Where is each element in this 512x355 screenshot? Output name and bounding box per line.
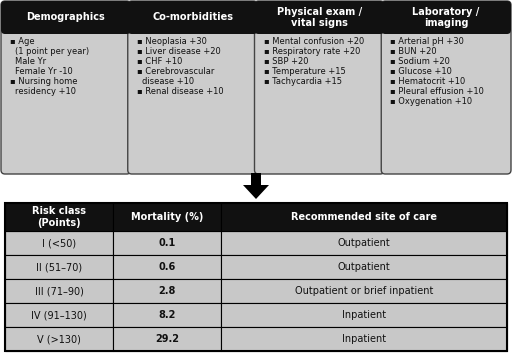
Text: ▪ Glucose +10: ▪ Glucose +10 [390, 67, 452, 76]
Text: III (71–90): III (71–90) [34, 286, 83, 296]
Bar [5, 327, 113, 351]
Polygon shape [243, 185, 269, 199]
Text: 0.1: 0.1 [158, 238, 176, 248]
Text: (1 point per year): (1 point per year) [15, 47, 89, 56]
Text: Co-morbidities: Co-morbidities [152, 12, 233, 22]
FancyBboxPatch shape [381, 1, 511, 34]
Text: Physical exam /
vital signs: Physical exam / vital signs [277, 7, 362, 28]
Text: Male Yr: Male Yr [15, 57, 46, 66]
Text: Female Yr -10: Female Yr -10 [15, 67, 73, 76]
FancyBboxPatch shape [1, 1, 131, 34]
Bar [132, 17, 253, 30]
Text: I (<50): I (<50) [42, 238, 76, 248]
Text: ▪ SBP +20: ▪ SBP +20 [264, 57, 308, 66]
Text: ▪ Pleural effusion +10: ▪ Pleural effusion +10 [390, 87, 484, 96]
Bar [221, 327, 507, 351]
Text: Recommended site of care: Recommended site of care [291, 212, 437, 222]
Bar [221, 255, 507, 279]
Text: Risk class
(Points): Risk class (Points) [32, 206, 86, 228]
Bar [113, 255, 221, 279]
Text: ▪ Mental confusion +20: ▪ Mental confusion +20 [264, 37, 364, 46]
Text: ▪ Cerebrovascular: ▪ Cerebrovascular [137, 67, 214, 76]
FancyBboxPatch shape [254, 1, 384, 174]
Text: Inpatient: Inpatient [342, 334, 386, 344]
Text: V (>130): V (>130) [37, 334, 81, 344]
Bar [113, 279, 221, 303]
Bar [5, 255, 113, 279]
FancyBboxPatch shape [128, 1, 258, 34]
Text: ▪ Arterial pH +30: ▪ Arterial pH +30 [390, 37, 464, 46]
Text: residency +10: residency +10 [15, 87, 76, 96]
FancyBboxPatch shape [1, 1, 131, 174]
Text: II (51–70): II (51–70) [36, 262, 82, 272]
Text: Inpatient: Inpatient [342, 310, 386, 320]
Text: 8.2: 8.2 [158, 310, 176, 320]
Bar [259, 17, 380, 30]
Text: Laboratory /
imaging: Laboratory / imaging [413, 7, 480, 28]
Text: ▪ Renal disease +10: ▪ Renal disease +10 [137, 87, 223, 96]
Bar [113, 303, 221, 327]
Text: ▪ Sodium +20: ▪ Sodium +20 [390, 57, 450, 66]
Bar [5, 203, 113, 231]
Text: ▪ BUN +20: ▪ BUN +20 [390, 47, 437, 56]
Text: IV (91–130): IV (91–130) [31, 310, 87, 320]
Bar [113, 203, 221, 231]
Bar [221, 279, 507, 303]
Bar [113, 327, 221, 351]
Text: Outpatient: Outpatient [337, 238, 390, 248]
Bar [251, 173, 261, 189]
Text: Mortality (%): Mortality (%) [131, 212, 203, 222]
Bar [113, 231, 221, 255]
Bar [221, 203, 507, 231]
Bar [221, 231, 507, 255]
FancyBboxPatch shape [128, 1, 258, 174]
Text: ▪ Oxygenation +10: ▪ Oxygenation +10 [390, 97, 473, 106]
Text: ▪ Temperature +15: ▪ Temperature +15 [264, 67, 345, 76]
Text: ▪ Age: ▪ Age [10, 37, 35, 46]
Text: ▪ Tachycardia +15: ▪ Tachycardia +15 [264, 77, 342, 86]
Text: ▪ Neoplasia +30: ▪ Neoplasia +30 [137, 37, 207, 46]
Bar [5, 17, 127, 30]
Text: 2.8: 2.8 [158, 286, 176, 296]
Bar [5, 203, 507, 351]
Text: disease +10: disease +10 [142, 77, 194, 86]
Text: ▪ CHF +10: ▪ CHF +10 [137, 57, 182, 66]
Text: Outpatient: Outpatient [337, 262, 390, 272]
Text: Demographics: Demographics [27, 12, 105, 22]
Text: ▪ Liver disease +20: ▪ Liver disease +20 [137, 47, 221, 56]
FancyBboxPatch shape [381, 1, 511, 174]
Bar [385, 17, 507, 30]
Text: ▪ Hematocrit +10: ▪ Hematocrit +10 [390, 77, 465, 86]
Text: ▪ Nursing home: ▪ Nursing home [10, 77, 77, 86]
Text: 0.6: 0.6 [158, 262, 176, 272]
FancyBboxPatch shape [254, 1, 384, 34]
Text: Outpatient or brief inpatient: Outpatient or brief inpatient [295, 286, 433, 296]
Bar [221, 303, 507, 327]
Text: ▪ Respiratory rate +20: ▪ Respiratory rate +20 [264, 47, 360, 56]
Text: 29.2: 29.2 [155, 334, 179, 344]
Bar [5, 279, 113, 303]
Bar [5, 231, 113, 255]
Bar [5, 303, 113, 327]
